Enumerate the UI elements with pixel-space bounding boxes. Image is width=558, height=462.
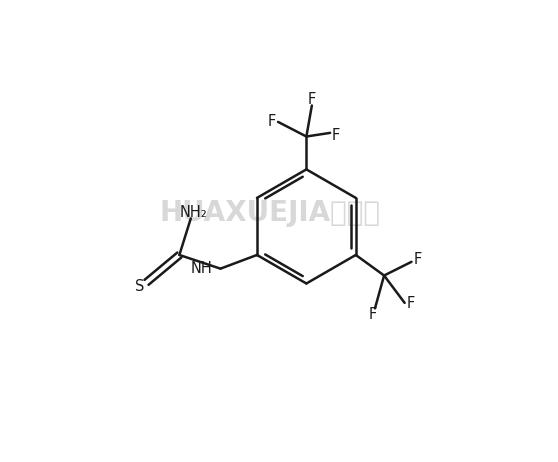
Text: HUAXUEJIA化学加: HUAXUEJIA化学加 [160,199,381,227]
Text: NH₂: NH₂ [179,205,207,219]
Text: S: S [134,279,144,293]
Text: F: F [369,307,377,322]
Text: F: F [308,92,316,107]
Text: F: F [332,128,340,143]
Text: F: F [413,252,421,267]
Text: NH: NH [190,261,212,276]
Text: F: F [406,296,415,311]
Text: F: F [268,115,276,129]
